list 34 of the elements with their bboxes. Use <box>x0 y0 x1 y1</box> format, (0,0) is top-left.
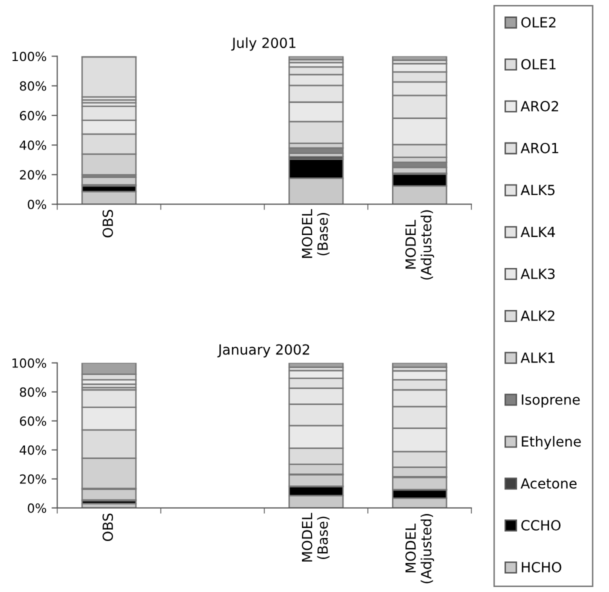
legend-label: OLE1 <box>521 58 556 70</box>
x-tick-label: OBS <box>102 210 114 238</box>
legend-label: Isoprene <box>522 394 580 408</box>
y-tick-label: 0% <box>28 200 46 210</box>
x-tick-label: MODEL (Adjusted) <box>405 514 434 584</box>
chart-title: July 2001 <box>231 37 296 51</box>
legend-label: ALK1 <box>520 352 554 363</box>
legend-label: Ethylene <box>522 436 581 450</box>
legend-label: OLE2 <box>521 17 556 28</box>
y-tick-label: 100% <box>12 52 46 62</box>
y-tick-label: 20% <box>20 474 46 484</box>
legend-label: CCHO <box>521 520 561 531</box>
x-tick-label: OBS <box>102 514 114 542</box>
legend-label: Acetone <box>520 478 577 489</box>
y-tick-label: 80% <box>20 387 46 397</box>
y-tick-label: 40% <box>20 445 46 455</box>
y-tick-label: 20% <box>20 170 46 180</box>
legend-label: ALK5 <box>520 184 555 196</box>
x-tick-label: MODEL (Base) <box>302 512 330 562</box>
y-tick-label: 0% <box>28 503 46 513</box>
legend-label: ALK4 <box>520 226 555 237</box>
y-tick-label: 40% <box>20 140 46 150</box>
y-tick-label: 60% <box>20 416 46 426</box>
legend-label: ARO2 <box>520 100 558 112</box>
chart-title: January 2002 <box>217 344 310 358</box>
y-tick-label: 80% <box>20 81 46 91</box>
legend-label: ARO1 <box>520 142 558 154</box>
legend-label: ALK3 <box>520 268 555 280</box>
x-tick-label: MODEL (Adjusted) <box>405 210 434 280</box>
legend-label: ALK2 <box>520 310 554 321</box>
x-tick-label: MODEL (Base) <box>302 209 330 258</box>
y-tick-label: 60% <box>20 110 46 120</box>
y-tick-label: 100% <box>12 358 46 368</box>
legend-label: HCHO <box>522 562 562 572</box>
